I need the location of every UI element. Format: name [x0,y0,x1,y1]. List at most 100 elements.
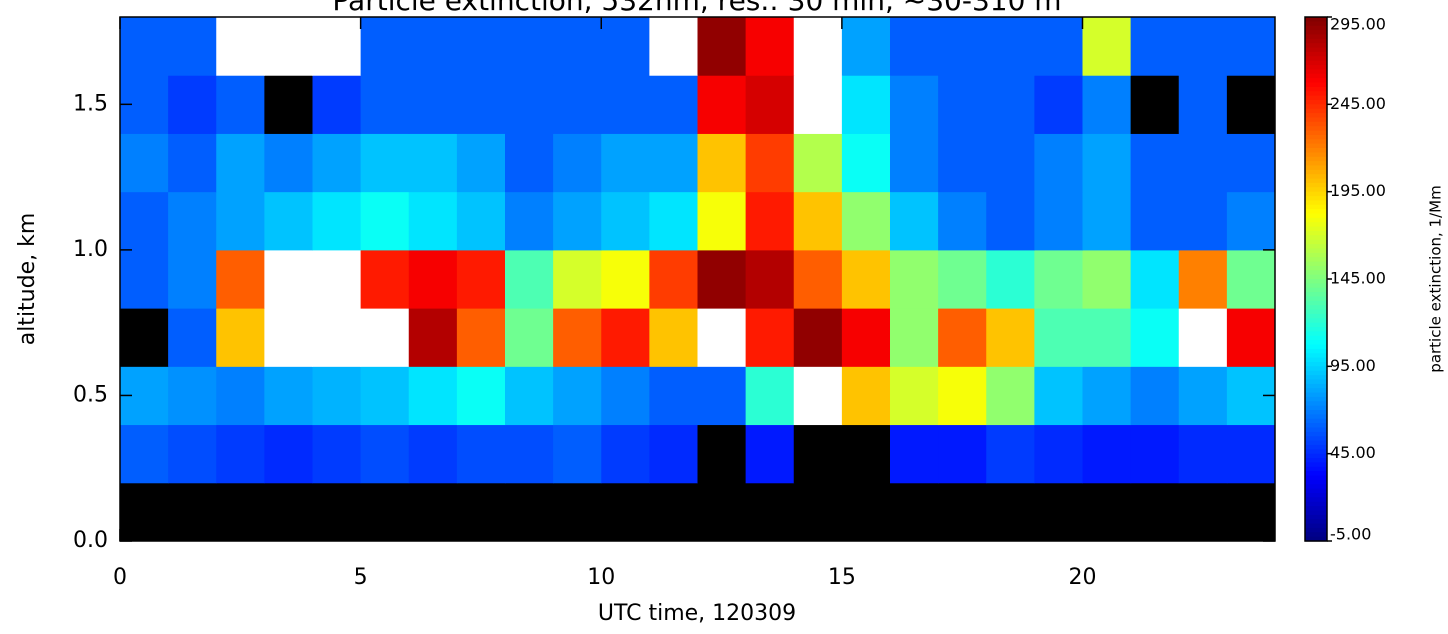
heatmap-cell [168,308,217,367]
heatmap-cell [890,17,939,76]
colorbar-step [1305,274,1327,280]
heatmap-cell [456,482,506,542]
heatmap-cell [312,308,362,367]
colorbar-step [1305,174,1327,180]
heatmap-cell [890,249,939,309]
heatmap-cell [360,482,410,542]
heatmap-cell [168,75,217,134]
heatmap-cell [938,191,987,251]
y-tick-label: 1.5 [73,91,108,116]
heatmap-cell [1226,308,1276,367]
heatmap-cell [553,482,602,542]
heatmap-cell [216,75,265,134]
heatmap-cell [649,424,698,484]
heatmap-cell [408,308,458,367]
heatmap-cell [264,366,313,426]
colorbar-step [1305,187,1327,193]
colorbar-step [1305,506,1327,512]
heatmap-cell [697,366,747,426]
colorbar-step [1305,134,1327,140]
heatmap-cell [649,133,698,193]
colorbar-step [1305,143,1327,149]
colorbar-step [1305,47,1327,53]
chart-title: Particle extinction, 532nm, res.: 30 min… [332,0,1061,17]
heatmap-cell [456,249,506,309]
heatmap-cell [649,482,698,542]
heatmap-cell [841,17,891,76]
heatmap-cell [986,191,1035,251]
heatmap-cell [553,249,602,309]
colorbar-step [1305,388,1327,394]
heatmap-cell [1082,366,1132,426]
colorbar-step [1305,383,1327,389]
y-tick-label: 1.0 [73,237,108,262]
colorbar-step [1305,313,1327,319]
colorbar-step [1305,392,1327,398]
colorbar-step [1305,95,1327,101]
heatmap-cell [793,482,843,542]
heatmap-cell [216,482,265,542]
colorbar-step [1305,270,1327,276]
heatmap-cell [408,191,458,251]
colorbar-step [1305,475,1327,481]
colorbar-step [1305,379,1327,385]
heatmap-cell [408,75,458,134]
colorbar-step [1305,471,1327,477]
heatmap-cell [986,482,1035,542]
heatmap-cell [1082,191,1132,251]
x-tick-label: 5 [354,565,368,590]
heatmap-cell [264,424,313,484]
colorbar-step [1305,423,1327,429]
heatmap-cell [168,17,217,76]
heatmap-cell [745,75,795,134]
heatmap-cell [312,482,362,542]
colorbar-step [1305,444,1327,450]
heatmap-cell [986,75,1035,134]
heatmap-cell [1226,133,1276,193]
heatmap-cell [505,75,554,134]
heatmap-cell [1178,75,1228,134]
heatmap-cell [986,17,1035,76]
heatmap-cell [1082,482,1132,542]
colorbar-step [1305,514,1327,520]
heatmap-cell [505,366,554,426]
colorbar-step [1305,375,1327,381]
heatmap-cell [456,308,506,367]
heatmap-cell [601,133,650,193]
heatmap-cell [938,75,987,134]
colorbar-step [1305,148,1327,153]
colorbar-step [1305,213,1327,219]
heatmap-cell [216,17,265,76]
heatmap-cell [986,133,1035,193]
colorbar-step [1305,396,1327,402]
heatmap-cell [649,17,698,76]
colorbar-step [1305,248,1327,254]
heatmap-cell [1130,482,1180,542]
x-tick-label: 15 [828,565,856,590]
heatmap-cell [120,17,169,76]
heatmap-cell [697,308,747,367]
x-tick-label: 0 [113,565,127,590]
colorbar-tick-label: 95.00 [1330,356,1376,375]
heatmap-cell [456,133,506,193]
colorbar-step [1305,217,1327,223]
heatmap-cell [408,482,458,542]
colorbar-step [1305,279,1327,284]
colorbar-step [1305,331,1327,337]
heatmap-cell [841,249,891,309]
heatmap-cell [553,133,602,193]
heatmap-cell [649,308,698,367]
colorbar-label: particle extinction, 1/Mm [1427,185,1445,372]
y-tick-label: 0.5 [73,382,108,407]
heatmap-cell [264,308,313,367]
heatmap-cell [745,482,795,542]
heatmap-cell [745,191,795,251]
colorbar-step [1305,492,1327,498]
heatmap-cell [601,249,650,309]
colorbar-step [1305,244,1327,250]
heatmap-cell [1178,366,1228,426]
colorbar-step [1305,113,1327,119]
heatmap-cell [360,191,410,251]
heatmap-cell [1178,17,1228,76]
